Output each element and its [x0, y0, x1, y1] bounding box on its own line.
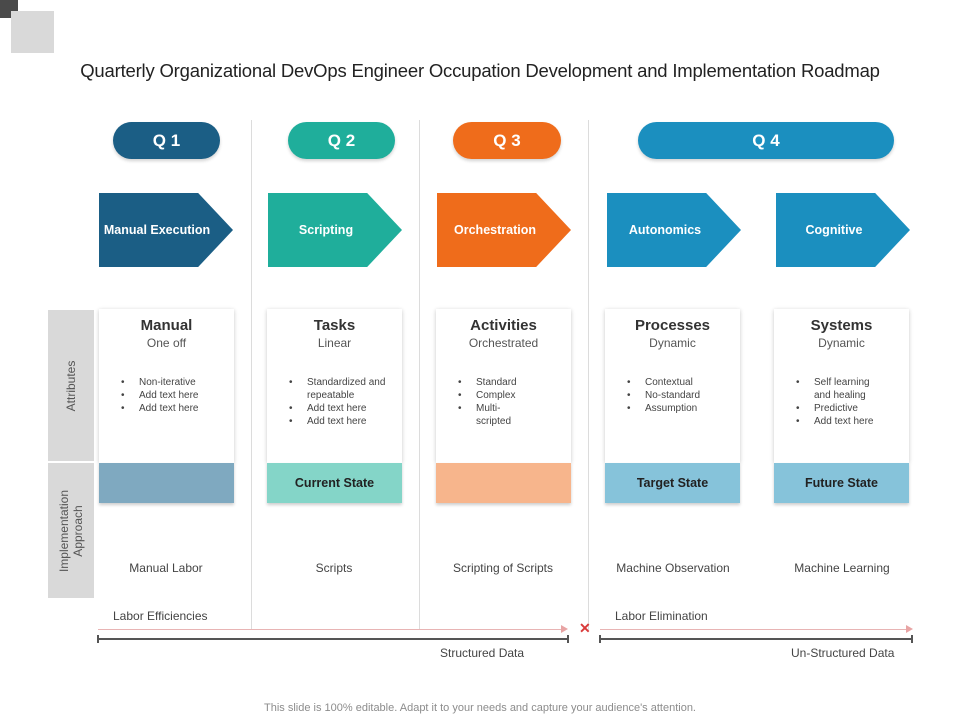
- stage-arrow-cognitive: Cognitive: [776, 193, 910, 267]
- bar-endcap: [911, 635, 913, 643]
- page-title: Quarterly Organizational DevOps Engineer…: [80, 60, 880, 81]
- elimination-arrow-line: [600, 629, 906, 630]
- card-subtitle: One off: [146, 336, 187, 350]
- card-bullet: Add text here: [289, 415, 396, 428]
- close-icon: ✕: [579, 620, 591, 636]
- card-title: Tasks: [313, 317, 356, 334]
- card-title: Activities: [470, 317, 537, 334]
- card-bullet: Add text here: [121, 402, 228, 415]
- quarter-pill-q1: Q 1: [113, 122, 220, 159]
- state-bar-target: Target State: [605, 463, 740, 503]
- stage-arrow-manual-execution: Manual Execution: [99, 193, 233, 267]
- attribute-card-processes: Processes Dynamic Contextual No-standard…: [605, 309, 740, 463]
- bar-endcap: [567, 635, 569, 643]
- card-bullet-list: Self learning and healing Predictive Add…: [774, 376, 909, 428]
- quarter-pill-q3: Q 3: [453, 122, 561, 159]
- approach-label: Machine Observation: [616, 561, 730, 575]
- card-title: Manual: [140, 317, 193, 334]
- attribute-card-activities: Activities Orchestrated Standard Complex…: [436, 309, 571, 463]
- implementation-label-box: Implementation Approach: [48, 463, 94, 598]
- attribute-card-tasks: Tasks Linear Standardized and repeatable…: [267, 309, 402, 463]
- labor-efficiencies-label: Labor Efficiencies: [113, 609, 208, 623]
- stage-arrow-autonomics: Autonomics: [607, 193, 741, 267]
- quarter-pill-q4: Q 4: [638, 122, 894, 159]
- card-bullet: Add text here: [796, 415, 885, 428]
- card-title: Systems: [810, 317, 873, 334]
- efficiency-arrowhead: [561, 625, 568, 633]
- column-divider: [588, 120, 589, 630]
- bar-endcap: [97, 635, 99, 643]
- quarter-pill-q2: Q 2: [288, 122, 395, 159]
- stage-arrow-scripting: Scripting: [268, 193, 402, 267]
- card-bullet-list: Contextual No-standard Assumption: [605, 376, 740, 415]
- state-bar-future: Future State: [774, 463, 909, 503]
- column-divider: [251, 120, 252, 630]
- unstructured-data-bar: [600, 638, 912, 640]
- labor-elimination-label: Labor Elimination: [615, 609, 708, 623]
- stage-arrow-orchestration: Orchestration: [437, 193, 571, 267]
- footer-note: This slide is 100% editable. Adapt it to…: [264, 702, 696, 714]
- efficiency-arrow-line: [98, 629, 561, 630]
- card-bullet-list: Standard Complex Multi-scripted: [436, 376, 571, 428]
- card-bullet: Add text here: [121, 389, 228, 402]
- card-bullet: Contextual: [627, 376, 734, 389]
- approach-label: Manual Labor: [129, 561, 203, 575]
- state-bar-current: Current State: [267, 463, 402, 503]
- state-bar-manual: [99, 463, 234, 503]
- card-bullet-list: Standardized and repeatable Add text her…: [267, 376, 402, 428]
- card-bullet: Standardized and repeatable: [289, 376, 396, 402]
- card-bullet: Non-iterative: [121, 376, 228, 389]
- card-bullet: Assumption: [627, 402, 734, 415]
- card-bullet: Multi-scripted: [458, 402, 531, 428]
- unstructured-data-label: Un-Structured Data: [791, 646, 895, 660]
- card-subtitle: Orchestrated: [468, 336, 539, 350]
- attribute-card-manual: Manual One off Non-iterative Add text he…: [99, 309, 234, 463]
- approach-label: Scripting of Scripts: [452, 561, 554, 575]
- card-bullet: Standard: [458, 376, 531, 389]
- corner-decoration-light: [11, 11, 54, 53]
- column-divider: [419, 120, 420, 630]
- card-title: Processes: [634, 317, 711, 334]
- card-subtitle: Dynamic: [818, 336, 865, 350]
- approach-label: Machine Learning: [794, 561, 890, 575]
- structured-data-bar: [98, 638, 568, 640]
- card-bullet: No-standard: [627, 389, 734, 402]
- attributes-label-box: Attributes: [48, 310, 94, 461]
- approach-label: Scripts: [315, 561, 353, 575]
- card-bullet: Predictive: [796, 402, 885, 415]
- elimination-arrowhead: [906, 625, 913, 633]
- attributes-label: Attributes: [64, 360, 78, 411]
- structured-data-label: Structured Data: [440, 646, 525, 660]
- attribute-card-systems: Systems Dynamic Self learning and healin…: [774, 309, 909, 463]
- bar-endcap: [599, 635, 601, 643]
- card-subtitle: Linear: [317, 336, 352, 350]
- card-bullet: Complex: [458, 389, 531, 402]
- card-bullet: Add text here: [289, 402, 396, 415]
- card-bullet-list: Non-iterative Add text here Add text her…: [99, 376, 234, 415]
- card-subtitle: Dynamic: [649, 336, 696, 350]
- state-bar-activities: [436, 463, 571, 503]
- card-bullet: Self learning and healing: [796, 376, 885, 402]
